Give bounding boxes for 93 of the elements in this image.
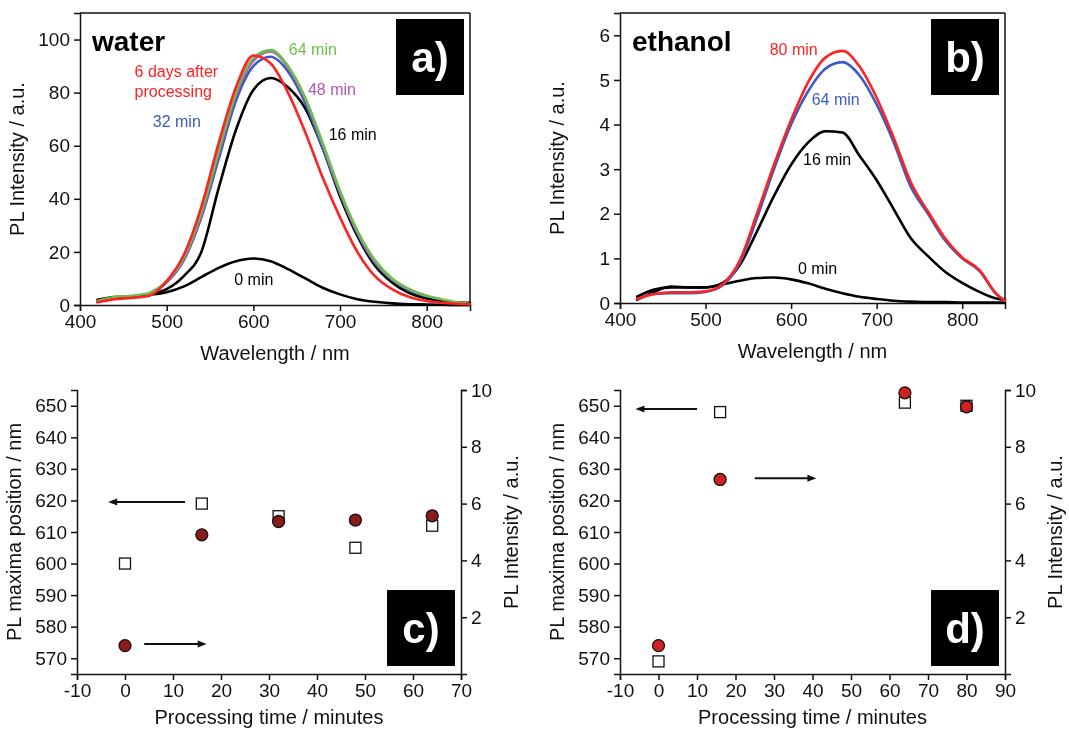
y-tick-label: 650 [35,395,67,417]
y-tick-label: 570 [578,647,610,669]
x-axis-title: Processing time / minutes [698,706,927,728]
y-tick-label: 600 [578,553,610,575]
x-tick-label: 0 [653,680,665,702]
y-tick-label: 20 [48,241,70,263]
x-tick-label: 700 [324,311,357,333]
y-tick-label: 620 [35,490,67,512]
y-tick-label: 600 [35,553,67,575]
y-tick-label: 570 [35,647,67,669]
x-tick-label: 20 [725,680,747,702]
y-tick-label: 80 [48,82,70,104]
y-axis-title: PL maxima position / nm [3,422,25,642]
y-axis-title: PL Intensity / a.u. [546,81,568,235]
x-tick-label: 70 [917,680,940,702]
y-axis-title: PL maxima position / nm [546,422,568,642]
y-tick-label: 3 [599,158,610,180]
x-tick-label: 500 [151,311,184,333]
y-tick-label: 580 [35,616,67,638]
y-tick-label: 1 [599,247,610,269]
y-tick-label: 650 [578,395,610,417]
y-tick-label: 640 [35,426,67,448]
y-tick-label: 2 [599,203,610,225]
annotation: ethanol [632,26,732,57]
y2-tick-label: 2 [471,606,482,628]
x-tick-label: 30 [763,680,786,702]
y2-tick-label: 8 [1015,436,1026,458]
x-tick-label: 500 [690,309,722,331]
x-tick-label: 10 [162,680,185,702]
series-label: 0 min [234,271,274,289]
y2-tick-label: 10 [1015,379,1037,401]
annotation: d) [945,605,985,652]
y-tick-label: 610 [578,521,610,543]
series-label: 0 min [797,260,838,277]
annotation: water [91,26,166,57]
series-label: 64 min [811,90,860,108]
x-tick-label: 60 [402,680,425,702]
x-tick-label: 800 [946,309,979,331]
y2-tick-label: 6 [1015,493,1026,515]
series-label: 80 min [769,40,818,58]
y-tick-label: 640 [578,426,610,448]
x-tick-label: 60 [879,680,901,702]
y2-tick-label: 8 [471,436,482,458]
x-tick-label: 600 [775,309,808,331]
x-tick-label: 80 [956,680,978,702]
y-tick-label: 610 [35,521,67,543]
y-tick-label: 5 [599,69,610,91]
y2-tick-label: 2 [1015,606,1026,628]
annotation: b) [945,34,985,81]
x-tick-label: -10 [63,680,92,702]
y2-tick-label: 10 [471,379,493,401]
series-label: 48 min [307,81,356,99]
x-axis-title: Processing time / minutes [154,706,384,728]
y-tick-label: 6 [599,24,610,46]
y-tick-label: 620 [578,490,610,512]
y-axis-title: PL Intensity / a.u. [6,82,28,236]
x-tick-label: 700 [861,309,894,331]
series-label: 16 min [803,151,852,169]
x-tick-label: 20 [210,680,233,702]
x-tick-label: 10 [686,680,709,702]
y-tick-label: 590 [578,584,610,606]
y-tick-label: 100 [38,29,70,51]
y2-axis-title: PL Intensity / a.u. [500,455,522,609]
series-label: 16 min [328,126,377,144]
y-tick-label: 4 [599,114,611,136]
series-label: 32 min [152,113,201,131]
y-tick-label: 630 [35,458,67,480]
x-tick-label: -10 [606,680,635,702]
x-tick-label: 50 [354,680,377,702]
y-tick-label: 60 [48,135,70,157]
y-tick-label: 630 [578,458,610,480]
y2-axis-title: PL Intensity / a.u. [1044,455,1066,609]
x-axis-title: Wavelength / nm [737,340,888,362]
x-tick-label: 50 [840,680,863,702]
x-tick-label: 800 [411,311,444,333]
y-tick-label: 580 [578,616,610,638]
x-tick-label: 30 [258,680,281,702]
y2-tick-label: 4 [1015,549,1026,571]
series-label: 64 min [288,41,337,59]
series-label: 6 days after processing [134,62,219,100]
x-axis-title: Wavelength / nm [200,342,350,364]
x-tick-label: 70 [450,680,473,702]
x-tick-label: 40 [802,680,824,702]
y-tick-label: 40 [48,188,70,210]
x-tick-label: 40 [306,680,329,702]
annotation: c) [402,605,440,652]
x-tick-label: 90 [994,680,1017,702]
y-tick-label: 590 [35,584,67,606]
x-tick-label: 600 [237,311,270,333]
y2-tick-label: 4 [471,549,482,571]
y2-tick-label: 6 [471,493,482,515]
x-tick-label: 0 [120,680,131,702]
annotation: a) [411,34,449,81]
